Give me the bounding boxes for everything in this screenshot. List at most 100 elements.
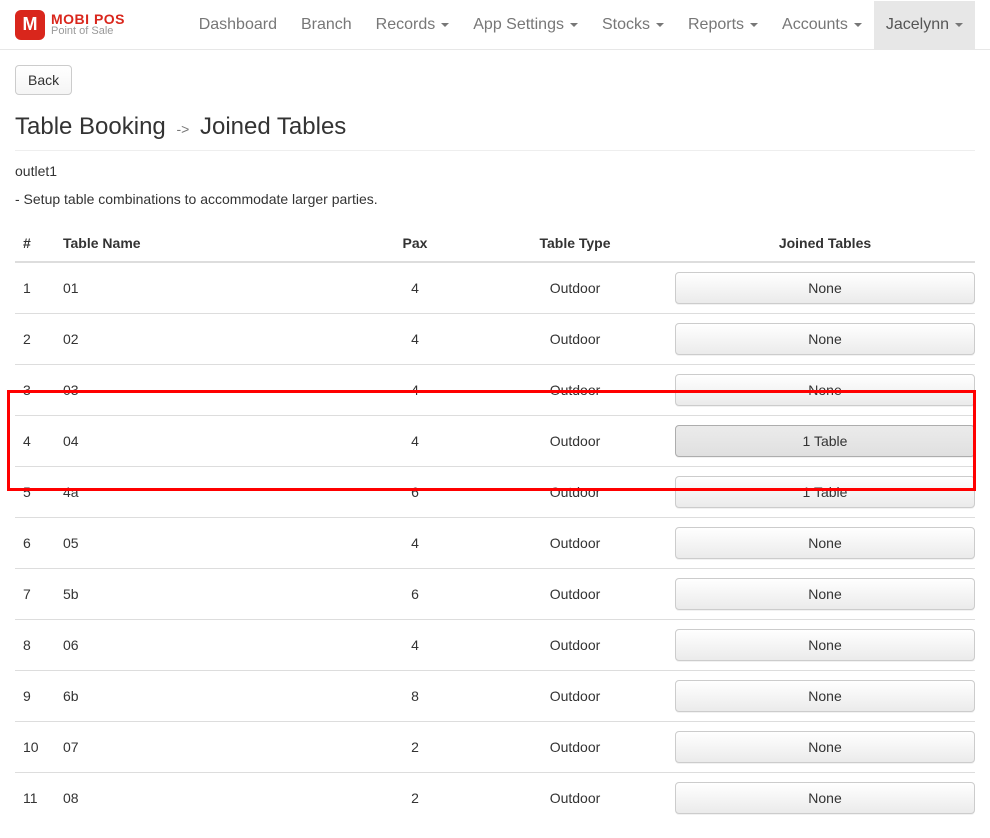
nav-item-dashboard[interactable]: Dashboard bbox=[187, 1, 289, 49]
table-body: 1014OutdoorNone2024OutdoorNone3034Outdoo… bbox=[15, 262, 975, 823]
cell-joined: None bbox=[675, 721, 975, 772]
cell-table-name: 01 bbox=[55, 262, 355, 313]
cell-num: 9 bbox=[15, 670, 55, 721]
cell-pax: 4 bbox=[355, 415, 475, 466]
col-header-num: # bbox=[15, 225, 55, 262]
cell-table-name: 06 bbox=[55, 619, 355, 670]
cell-pax: 4 bbox=[355, 313, 475, 364]
table-header-row: # Table Name Pax Table Type Joined Table… bbox=[15, 225, 975, 262]
joined-tables-button[interactable]: None bbox=[675, 527, 975, 559]
cell-joined: 1 Table bbox=[675, 466, 975, 517]
cell-table-name: 02 bbox=[55, 313, 355, 364]
page-title-main: Table Booking bbox=[15, 113, 166, 140]
cell-pax: 6 bbox=[355, 466, 475, 517]
nav-user: Jacelynn bbox=[874, 1, 975, 49]
joined-tables-button[interactable]: None bbox=[675, 323, 975, 355]
joined-tables-button[interactable]: None bbox=[675, 782, 975, 814]
joined-tables-button[interactable]: None bbox=[675, 272, 975, 304]
nav-item-label: Records bbox=[376, 16, 436, 34]
navbar: MOBI POS Point of Sale Dashboard Branch Re… bbox=[0, 0, 990, 50]
nav-item-stocks[interactable]: Stocks bbox=[590, 1, 676, 49]
breadcrumb-arrow: -> bbox=[176, 121, 189, 137]
cell-joined: None bbox=[675, 313, 975, 364]
back-button[interactable]: Back bbox=[15, 65, 72, 95]
joined-tables-button[interactable]: 1 Table bbox=[675, 425, 975, 457]
cell-table-type: Outdoor bbox=[475, 670, 675, 721]
table-row: 6054OutdoorNone bbox=[15, 517, 975, 568]
cell-table-name: 04 bbox=[55, 415, 355, 466]
table-row: 75b6OutdoorNone bbox=[15, 568, 975, 619]
nav-item-label: App Settings bbox=[473, 16, 564, 34]
cell-pax: 6 bbox=[355, 568, 475, 619]
cell-joined: 1 Table bbox=[675, 415, 975, 466]
chevron-down-icon bbox=[955, 23, 963, 27]
page-header: Table Booking -> Joined Tables bbox=[15, 113, 975, 151]
cell-joined: None bbox=[675, 364, 975, 415]
cell-pax: 8 bbox=[355, 670, 475, 721]
brand-name: MOBI POS bbox=[51, 12, 125, 26]
cell-joined: None bbox=[675, 568, 975, 619]
cell-table-name: 03 bbox=[55, 364, 355, 415]
cell-pax: 4 bbox=[355, 517, 475, 568]
nav-item-reports[interactable]: Reports bbox=[676, 1, 770, 49]
cell-table-type: Outdoor bbox=[475, 517, 675, 568]
cell-joined: None bbox=[675, 772, 975, 823]
cell-table-type: Outdoor bbox=[475, 568, 675, 619]
table-row: 3034OutdoorNone bbox=[15, 364, 975, 415]
chevron-down-icon bbox=[570, 23, 578, 27]
main-container: Back Table Booking -> Joined Tables outl… bbox=[0, 50, 990, 838]
joined-tables-button[interactable]: 1 Table bbox=[675, 476, 975, 508]
cell-joined: None bbox=[675, 517, 975, 568]
cell-table-name: 4a bbox=[55, 466, 355, 517]
joined-tables-button[interactable]: None bbox=[675, 578, 975, 610]
joined-tables-button[interactable]: None bbox=[675, 629, 975, 661]
page-title-sub: Joined Tables bbox=[200, 113, 346, 140]
table-row: 96b8OutdoorNone bbox=[15, 670, 975, 721]
cell-pax: 4 bbox=[355, 262, 475, 313]
table-row: 4044Outdoor1 Table bbox=[15, 415, 975, 466]
cell-table-type: Outdoor bbox=[475, 619, 675, 670]
cell-joined: None bbox=[675, 670, 975, 721]
table-row: 54a6Outdoor1 Table bbox=[15, 466, 975, 517]
cell-num: 5 bbox=[15, 466, 55, 517]
nav-item-accounts[interactable]: Accounts bbox=[770, 1, 874, 49]
cell-table-type: Outdoor bbox=[475, 466, 675, 517]
cell-table-type: Outdoor bbox=[475, 721, 675, 772]
chevron-down-icon bbox=[854, 23, 862, 27]
chevron-down-icon bbox=[441, 23, 449, 27]
cell-num: 6 bbox=[15, 517, 55, 568]
nav-user-item[interactable]: Jacelynn bbox=[874, 1, 975, 49]
cell-num: 4 bbox=[15, 415, 55, 466]
nav-item-branch[interactable]: Branch bbox=[289, 1, 364, 49]
nav-item-label: Stocks bbox=[602, 16, 650, 34]
cell-pax: 4 bbox=[355, 364, 475, 415]
nav-user-label: Jacelynn bbox=[886, 16, 949, 34]
tables-table: # Table Name Pax Table Type Joined Table… bbox=[15, 225, 975, 823]
col-header-joined: Joined Tables bbox=[675, 225, 975, 262]
nav-item-label: Dashboard bbox=[199, 16, 277, 34]
table-row: 1014OutdoorNone bbox=[15, 262, 975, 313]
brand[interactable]: MOBI POS Point of Sale bbox=[15, 10, 125, 40]
cell-joined: None bbox=[675, 262, 975, 313]
page-description: - Setup table combinations to accommodat… bbox=[15, 191, 975, 207]
joined-tables-button[interactable]: None bbox=[675, 374, 975, 406]
cell-table-type: Outdoor bbox=[475, 772, 675, 823]
cell-table-name: 6b bbox=[55, 670, 355, 721]
cell-num: 1 bbox=[15, 262, 55, 313]
joined-tables-button[interactable]: None bbox=[675, 731, 975, 763]
joined-tables-button[interactable]: None bbox=[675, 680, 975, 712]
nav-item-label: Accounts bbox=[782, 16, 848, 34]
table-row: 2024OutdoorNone bbox=[15, 313, 975, 364]
nav-item-label: Branch bbox=[301, 16, 352, 34]
nav-item-app-settings[interactable]: App Settings bbox=[461, 1, 590, 49]
cell-table-type: Outdoor bbox=[475, 262, 675, 313]
cell-num: 2 bbox=[15, 313, 55, 364]
cell-num: 10 bbox=[15, 721, 55, 772]
cell-joined: None bbox=[675, 619, 975, 670]
outlet-label: outlet1 bbox=[15, 163, 975, 179]
nav-item-records[interactable]: Records bbox=[364, 1, 462, 49]
cell-table-type: Outdoor bbox=[475, 415, 675, 466]
cell-num: 3 bbox=[15, 364, 55, 415]
cell-table-name: 05 bbox=[55, 517, 355, 568]
cell-table-name: 07 bbox=[55, 721, 355, 772]
